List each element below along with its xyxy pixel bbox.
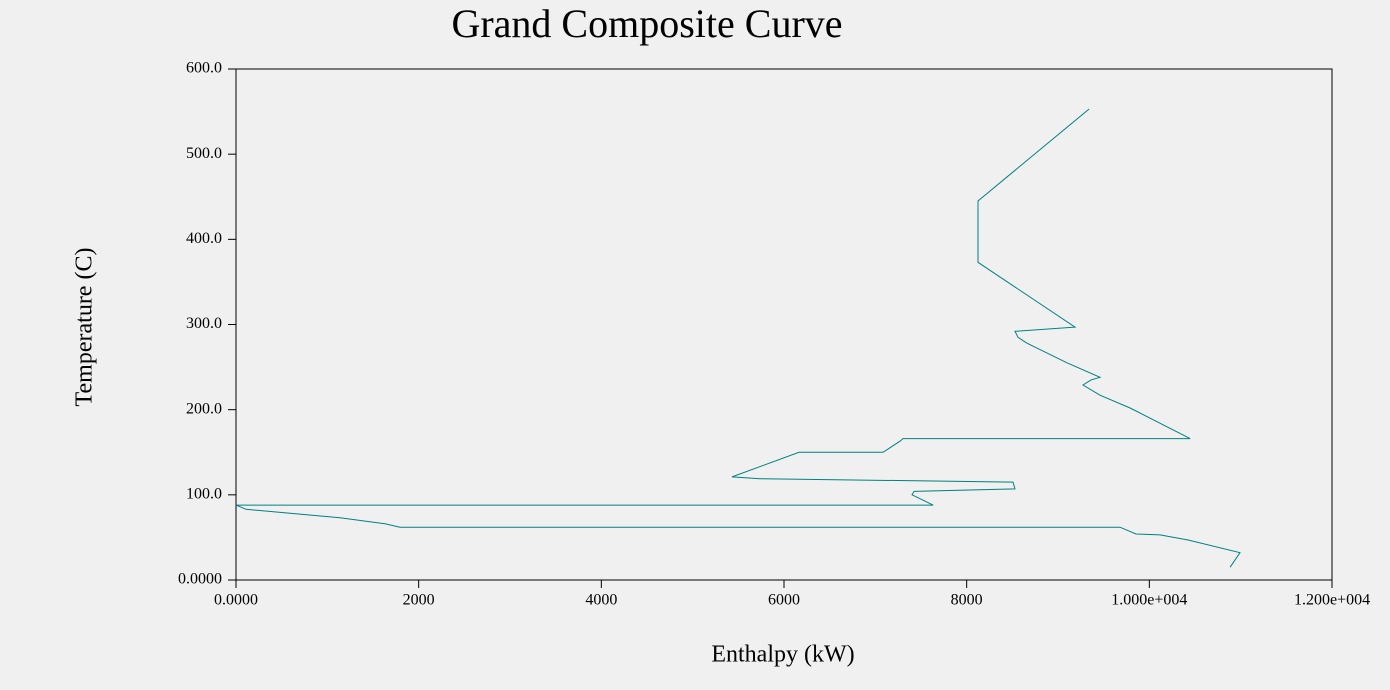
y-tick-label: 0.0000 <box>178 571 222 588</box>
y-tick-label: 600.0 <box>186 60 222 77</box>
y-tick-label: 200.0 <box>186 400 222 417</box>
y-tick-label: 500.0 <box>186 145 222 162</box>
x-tick-label: 6000 <box>768 592 800 609</box>
x-tick-label: 1.000e+004 <box>1111 592 1187 609</box>
y-tick-label: 300.0 <box>186 315 222 332</box>
data-line <box>235 108 1241 568</box>
plot-frame <box>235 68 1333 581</box>
y-tick-label: 100.0 <box>186 486 222 503</box>
x-tick-label: 2000 <box>403 592 435 609</box>
y-axis-label: Temperature (C) <box>72 248 98 407</box>
y-tick-label: 400.0 <box>186 230 222 247</box>
x-tick-label: 0.0000 <box>214 592 258 609</box>
x-tick-label: 8000 <box>951 592 983 609</box>
x-axis-label: Enthalpy (kW) <box>711 642 854 668</box>
chart-title: Grand Composite Curve <box>451 1 842 46</box>
x-tick-label: 1.200e+004 <box>1294 592 1370 609</box>
x-tick-label: 4000 <box>585 592 617 609</box>
